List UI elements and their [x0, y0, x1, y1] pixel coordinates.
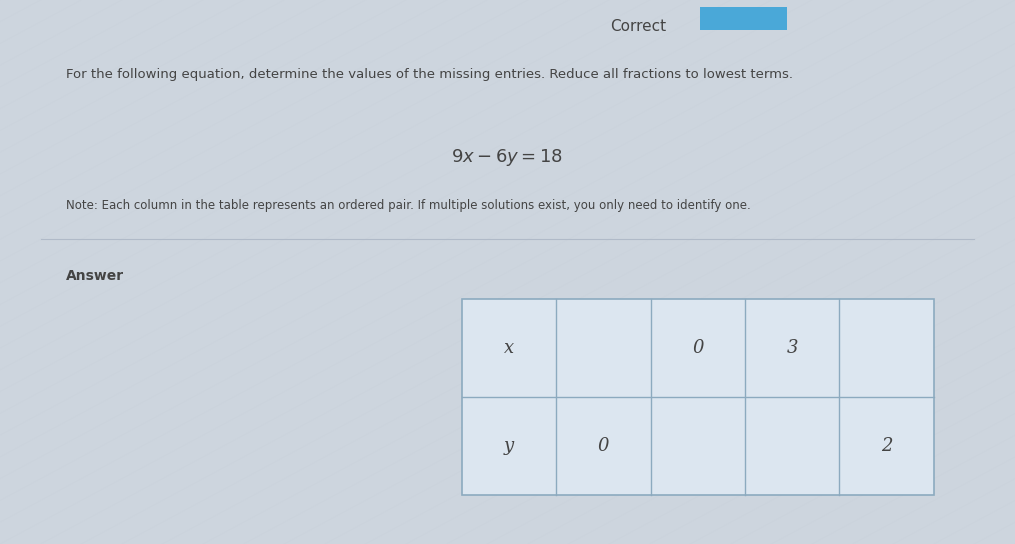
- Text: y: y: [504, 437, 514, 455]
- Text: Answer: Answer: [66, 269, 124, 283]
- Text: Note: Each column in the table represents an ordered pair. If multiple solutions: Note: Each column in the table represent…: [66, 199, 751, 212]
- Text: 2: 2: [881, 437, 892, 455]
- Text: x: x: [504, 339, 514, 357]
- FancyBboxPatch shape: [700, 7, 787, 30]
- Text: $9x - 6y = 18$: $9x - 6y = 18$: [452, 147, 563, 168]
- Text: 3: 3: [787, 339, 798, 357]
- Text: 0: 0: [692, 339, 703, 357]
- Text: 0: 0: [598, 437, 609, 455]
- Text: For the following equation, determine the values of the missing entries. Reduce : For the following equation, determine th…: [66, 68, 793, 81]
- FancyBboxPatch shape: [462, 299, 934, 495]
- Text: Correct: Correct: [610, 19, 666, 34]
